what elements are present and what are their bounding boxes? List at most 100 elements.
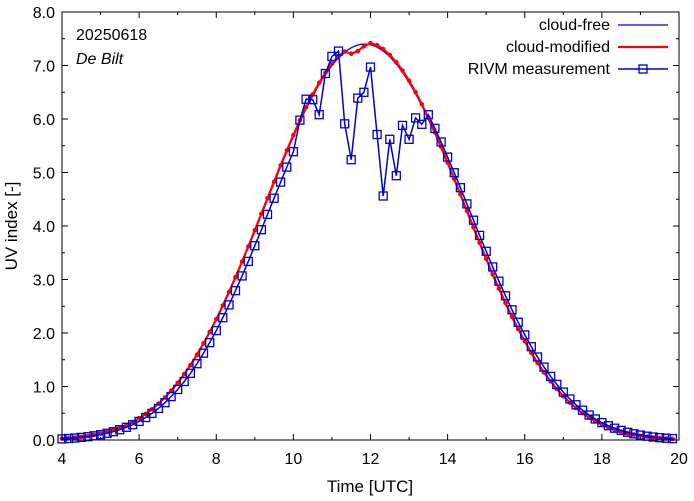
legend-label-cloud-modified: cloud-modified: [506, 39, 610, 56]
rivm-measurement-point: [83, 432, 93, 442]
location-annotation: De Bilt: [76, 51, 124, 68]
cloud-modified-point: [529, 350, 534, 356]
rivm-measurement-point: [250, 241, 260, 251]
rivm-measurement-point: [282, 162, 292, 172]
cloud-modified-point: [181, 371, 187, 377]
cloud-modified-point: [233, 274, 238, 280]
y-tick-label: 8.0: [33, 5, 55, 22]
rivm-measurement-point: [237, 271, 247, 281]
rivm-measurement-point: [121, 422, 132, 432]
rivm-measurement-point: [211, 325, 221, 336]
y-tick-label: 4.0: [33, 219, 55, 236]
rivm-measurement-point: [192, 359, 202, 369]
rivm-measurement-point: [243, 256, 253, 267]
x-tick-label: 16: [516, 451, 534, 468]
y-tick-label: 0.0: [33, 433, 55, 450]
rivm-measurement-point: [314, 110, 324, 120]
rivm-measurement-point: [526, 342, 536, 352]
cloud-modified-point: [194, 352, 200, 358]
rivm-measurement-point: [76, 432, 86, 443]
rivm-measurement-point: [597, 417, 607, 428]
rivm-measurement-point: [577, 405, 588, 415]
cloud-modified-point: [214, 316, 219, 322]
rivm-measurement-point: [327, 51, 337, 62]
cloud-modified-point: [419, 101, 425, 107]
series-line-rivm-measurement: [61, 49, 673, 440]
x-tick-label: 18: [593, 451, 611, 468]
cloud-modified-point: [156, 401, 161, 407]
cloud-modified-point: [348, 51, 354, 56]
rivm-measurement-point: [462, 199, 472, 209]
x-tick-label: 6: [135, 451, 144, 468]
series-layer: [57, 40, 678, 444]
cloud-modified-point: [496, 286, 502, 291]
x-tick-label: 12: [362, 451, 380, 468]
cloud-modified-point: [400, 68, 405, 73]
cloud-modified-point: [207, 329, 212, 335]
series-line-cloud-modified: [61, 41, 673, 440]
rivm-measurement-point: [468, 215, 479, 225]
rivm-measurement-point: [481, 246, 491, 256]
cloud-modified-point: [515, 326, 521, 332]
rivm-measurement-point: [430, 123, 440, 134]
x-tick-label: 10: [284, 451, 302, 468]
rivm-measurement-point: [288, 147, 299, 157]
y-tick-label: 6.0: [33, 112, 55, 129]
y-axis-label: UV index [-]: [2, 182, 21, 271]
rivm-measurement-point: [436, 137, 446, 147]
rivm-measurement-point: [198, 348, 209, 358]
rivm-measurement-point: [127, 420, 138, 430]
rivm-measurement-point: [115, 425, 125, 435]
rivm-measurement-point: [359, 87, 369, 97]
rivm-measurement-point: [179, 376, 189, 387]
cloud-modified-point: [271, 179, 277, 184]
rivm-measurement-point: [609, 423, 620, 433]
rivm-measurement-point: [442, 152, 453, 162]
cloud-modified-point: [483, 256, 489, 262]
series-line-cloud-free: [61, 43, 676, 440]
rivm-measurement-point: [108, 427, 118, 437]
legend-label-cloud-free: cloud-free: [539, 17, 610, 34]
cloud-modified-point: [471, 225, 476, 230]
cloud-modified-point: [188, 362, 193, 368]
rivm-measurement-point: [224, 300, 234, 310]
cloud-modified-point: [458, 192, 463, 197]
rivm-measurement-point: [500, 291, 511, 301]
cloud-modified-point: [284, 148, 290, 153]
cloud-modified-point: [368, 40, 373, 46]
rivm-measurement-point: [391, 171, 401, 181]
rivm-measurement-point: [185, 368, 196, 378]
x-tick-label: 14: [439, 451, 457, 468]
cloud-modified-point: [490, 272, 496, 277]
y-tick-label: 1.0: [33, 380, 55, 397]
rivm-measurement-point: [449, 168, 459, 178]
cloud-modified-point: [509, 314, 515, 320]
rivm-measurement-point: [63, 433, 74, 444]
cloud-modified-point: [252, 227, 258, 233]
rivm-measurement-point: [513, 317, 523, 327]
cloud-modified-point: [168, 388, 174, 394]
rivm-measurement-point: [340, 119, 350, 129]
rivm-measurement-point: [507, 305, 517, 315]
rivm-measurement-point: [365, 62, 376, 72]
rivm-measurement-point: [558, 387, 568, 397]
x-axis-label: Time [UTC]: [327, 477, 413, 496]
rivm-measurement-point: [397, 120, 408, 131]
cloud-modified-point: [278, 163, 283, 168]
cloud-modified-point: [265, 195, 270, 201]
rivm-measurement-point: [230, 286, 241, 296]
cloud-modified-point: [522, 339, 528, 344]
cloud-modified-point: [503, 300, 508, 306]
cloud-modified-point: [413, 90, 418, 95]
rivm-measurement-point: [308, 95, 318, 105]
x-tick-label: 8: [212, 451, 221, 468]
rivm-measurement-point: [417, 119, 427, 129]
rivm-measurement-point: [488, 262, 498, 272]
rivm-measurement-point: [295, 115, 305, 125]
rivm-measurement-point: [494, 276, 504, 286]
cloud-modified-point: [387, 52, 393, 58]
rivm-measurement-point: [269, 193, 279, 203]
rivm-measurement-point: [552, 379, 562, 390]
rivm-measurement-point: [275, 177, 286, 187]
rivm-measurement-point: [616, 425, 626, 436]
